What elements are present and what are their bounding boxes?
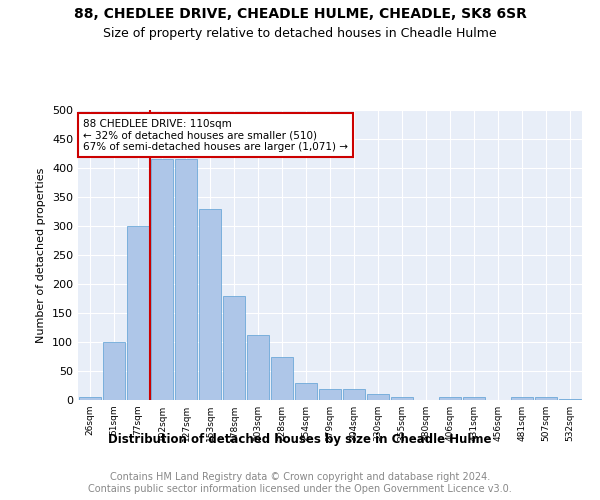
Text: Distribution of detached houses by size in Cheadle Hulme: Distribution of detached houses by size …: [108, 432, 492, 446]
Bar: [79, 397, 101, 400]
Text: Size of property relative to detached houses in Cheadle Hulme: Size of property relative to detached ho…: [103, 28, 497, 40]
Bar: [343, 389, 365, 400]
Bar: [535, 397, 557, 400]
Bar: [295, 382, 317, 400]
Bar: [271, 356, 293, 400]
Bar: [199, 208, 221, 400]
Bar: [151, 160, 173, 400]
Bar: [127, 226, 149, 400]
Bar: [223, 296, 245, 400]
Bar: [175, 160, 197, 400]
Text: 88, CHEDLEE DRIVE, CHEADLE HULME, CHEADLE, SK8 6SR: 88, CHEDLEE DRIVE, CHEADLE HULME, CHEADL…: [74, 8, 526, 22]
Bar: [439, 397, 461, 400]
Bar: [103, 342, 125, 400]
Text: 88 CHEDLEE DRIVE: 110sqm
← 32% of detached houses are smaller (510)
67% of semi-: 88 CHEDLEE DRIVE: 110sqm ← 32% of detach…: [83, 118, 348, 152]
Bar: [463, 397, 485, 400]
Bar: [559, 399, 581, 400]
Bar: [247, 335, 269, 400]
Text: Contains HM Land Registry data © Crown copyright and database right 2024.
Contai: Contains HM Land Registry data © Crown c…: [88, 472, 512, 494]
Bar: [511, 397, 533, 400]
Bar: [391, 397, 413, 400]
Bar: [319, 389, 341, 400]
Y-axis label: Number of detached properties: Number of detached properties: [37, 168, 46, 342]
Bar: [367, 394, 389, 400]
